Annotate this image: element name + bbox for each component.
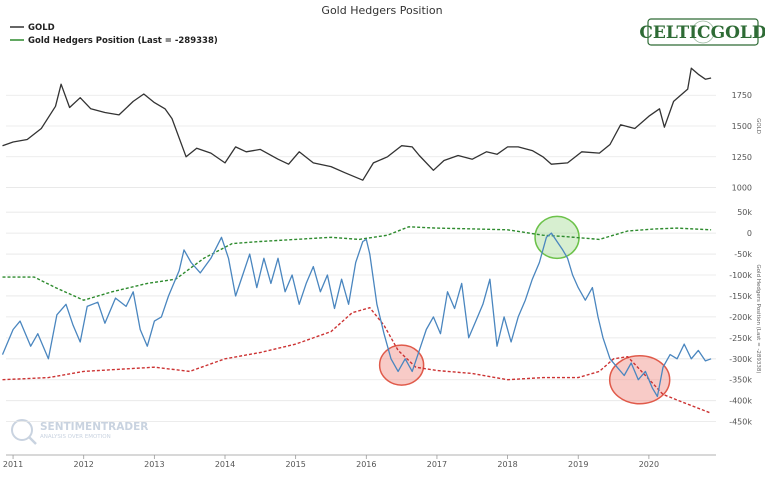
y-tick-label: -450k <box>729 418 752 427</box>
y-tick-label: 50k <box>737 208 752 217</box>
celtic-knot-icon <box>691 20 715 44</box>
y-tick-label: -350k <box>729 376 752 385</box>
logo-text: CELTICGOLD <box>639 23 765 43</box>
x-tick-label: 2017 <box>427 460 447 469</box>
x-tick-label: 2011 <box>3 460 23 469</box>
y-axis-label: Gold Hedgers Position (Last = -289338) <box>755 264 761 373</box>
magnifier-icon <box>11 419 33 441</box>
magnifier-handle <box>28 436 37 445</box>
x-tick-label: 2019 <box>568 460 588 469</box>
sentimentrader-watermark: SENTIMENTRADER ANALYSIS OVER EMOTION <box>11 419 148 445</box>
legend-entry-gold: GOLD <box>28 23 55 33</box>
y-tick-label: 1250 <box>732 153 752 162</box>
watermark-title: SENTIMENTRADER <box>40 421 148 433</box>
y-axis-label: GOLD <box>755 118 761 134</box>
chart-title: Gold Hedgers Position <box>321 4 442 17</box>
x-tick-label: 2012 <box>74 460 94 469</box>
y-tick-label: -150k <box>729 292 752 301</box>
lower-band-line <box>2 307 712 414</box>
x-tick-label: 2016 <box>356 460 376 469</box>
x-tick-label: 2014 <box>215 460 235 469</box>
y-tick-label: -400k <box>729 397 752 406</box>
y-tick-label: -250k <box>729 334 752 343</box>
y-tick-label: -200k <box>729 313 752 322</box>
x-tick-label: 2013 <box>144 460 164 469</box>
legend: GOLD Gold Hedgers Position (Last = -2893… <box>10 23 218 46</box>
y-tick-label: -300k <box>729 355 752 364</box>
hedgers-position-line <box>1 232 712 398</box>
upper-band-line <box>2 226 712 301</box>
y-tick-label: -50k <box>734 250 752 259</box>
logo-frame <box>647 18 759 46</box>
celticgold-logo: CELTICGOLD <box>639 18 765 46</box>
x-tick-label: 2015 <box>285 460 305 469</box>
y-tick-label: 1500 <box>732 122 752 131</box>
y-tick-label: -100k <box>729 271 752 280</box>
gold-price-line <box>2 67 712 181</box>
y-tick-label: 1750 <box>732 91 752 100</box>
y-tick-label: 1000 <box>732 184 752 193</box>
legend-entry-hedgers: Gold Hedgers Position (Last = -289338) <box>28 36 218 46</box>
y-tick-label: 0 <box>747 229 752 238</box>
plot-area: 1000 1250 1500 1750 GOLD 50k 0 -50k -100k -150k -2… <box>1 67 761 469</box>
watermark-subtitle: ANALYSIS OVER EMOTION <box>40 434 111 440</box>
x-tick-label: 2018 <box>497 460 517 469</box>
x-tick-label: 2020 <box>639 460 659 469</box>
